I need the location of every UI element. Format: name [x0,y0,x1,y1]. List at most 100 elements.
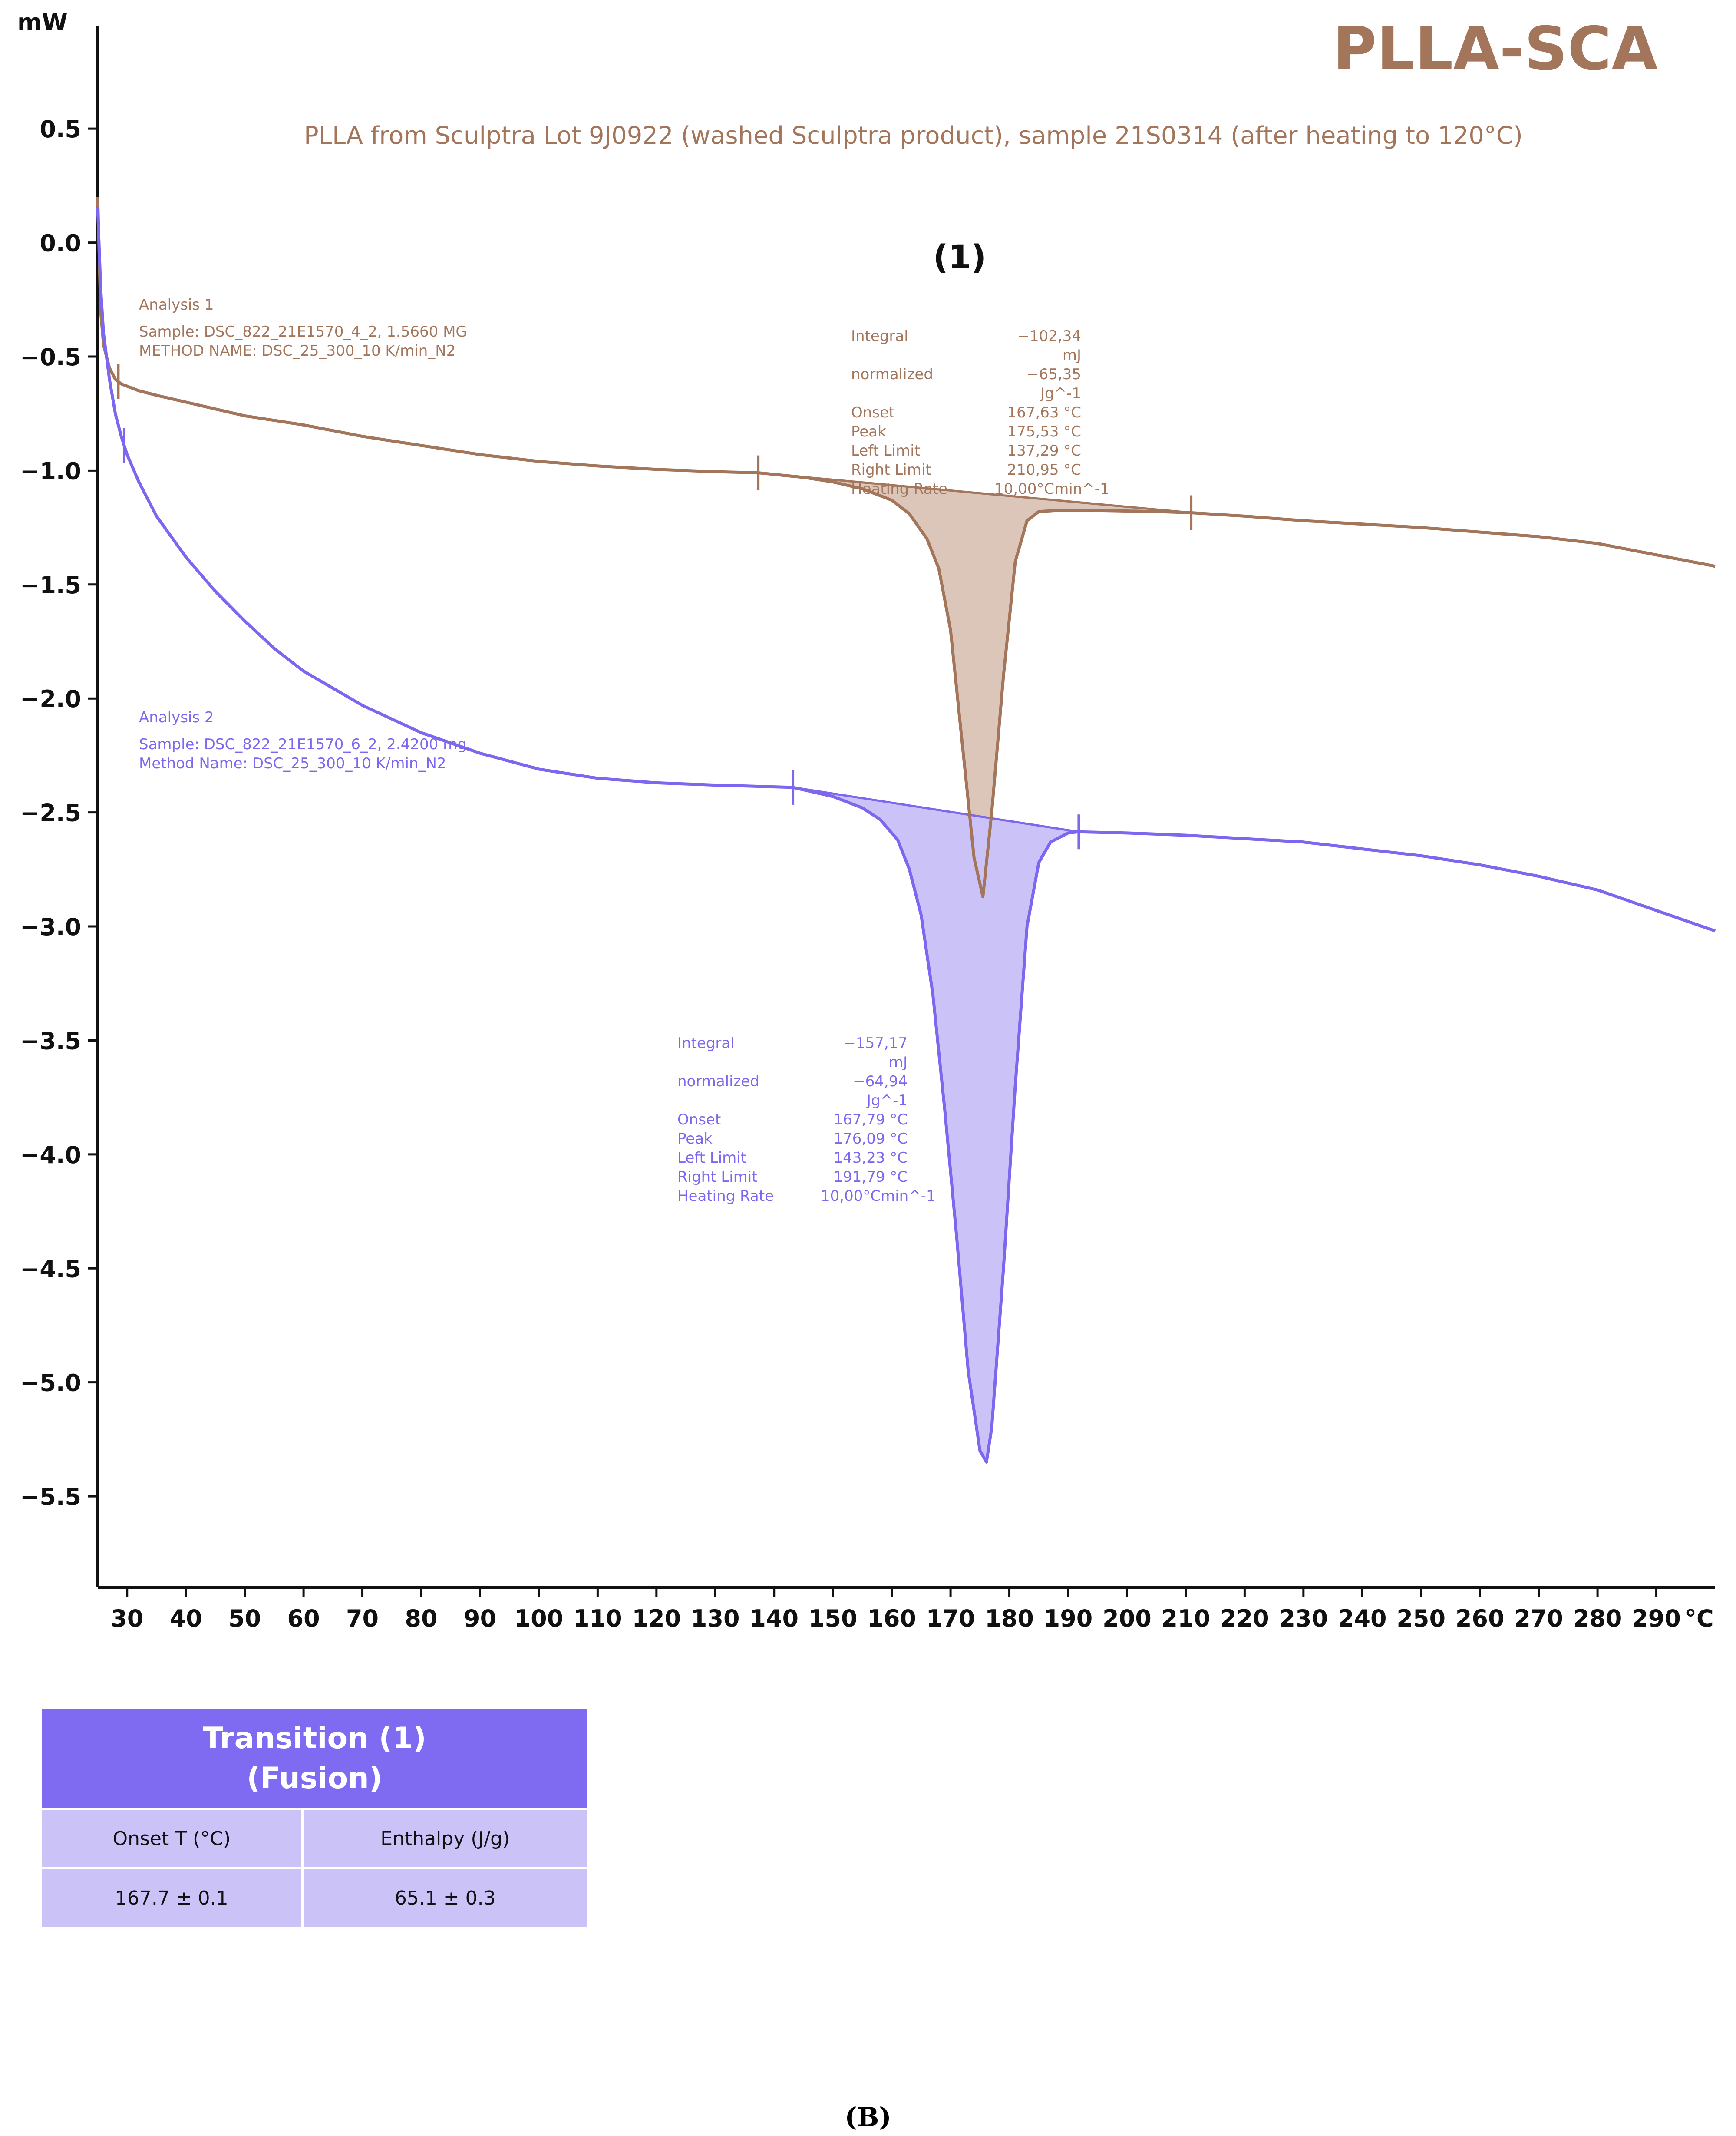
table-header: Transition (1) (Fusion) [40,1707,589,1810]
analysis1-result-key: Heating Rate [851,480,947,498]
integration-area-2 [793,787,1079,1462]
analysis2-result-row: Left Limit 143,23 °C [677,1148,908,1167]
x-tick-label: 230 [1279,1605,1328,1632]
integration-baseline-1 [758,472,1192,514]
col-enthalpy-header: Enthalpy (J/g) [301,1808,590,1869]
y-tick-label: −3.5 [20,1027,81,1055]
analysis1-sample: Sample: DSC_822_21E1570_4_2, 1.5660 MG [139,323,467,341]
y-tick-label: −5.5 [20,1483,81,1511]
x-tick-label: 250 [1396,1605,1446,1632]
y-tick-label: 0.5 [40,116,81,143]
limit-markers [117,364,1193,850]
analysis2-result-key: Onset [677,1111,721,1128]
analysis2-result-key: Right Limit [677,1168,758,1186]
y-tick-label: −1.0 [20,457,81,485]
y-tick-label: −0.5 [20,344,81,371]
y-tick-label: −1.5 [20,572,81,599]
analysis2-result-row: normalized −64,94 Jg^-1 [677,1072,908,1110]
analysis2-result-value: −64,94 Jg^-1 [853,1073,908,1109]
table-header-line2: (Fusion) [247,1761,383,1795]
analysis1-result-value: 167,63 °C [1007,404,1081,421]
integration-baseline-2 [793,786,1079,833]
x-tick-label: 130 [691,1605,740,1632]
y-tick-label: −2.5 [20,800,81,827]
y-axis-label: mW [17,9,68,36]
enthalpy-value: 65.1 ± 0.3 [301,1867,590,1929]
integration-area-1 [758,473,1191,897]
analysis2-result-row: Peak 176,09 °C [677,1129,908,1148]
analysis2-result-key: Peak [677,1130,713,1147]
chart-subtitle: PLLA from Sculptra Lot 9J0922 (washed Sc… [304,122,1523,150]
analysis2-result-row: Integral −157,17 mJ [677,1034,908,1072]
series-line-1 [96,197,1716,899]
analysis2-note: Analysis 2 Sample: DSC_822_21E1570_6_2, … [139,708,467,773]
x-tick-label: 220 [1220,1605,1269,1632]
x-tick-label: 60 [287,1605,320,1632]
x-tick-label: 70 [346,1605,379,1632]
analysis1-result-key: Left Limit [851,442,921,460]
x-tick-label: 160 [867,1605,916,1632]
x-tick-label: 100 [515,1605,564,1632]
integration-fills [758,472,1192,1462]
analysis2-result-key: Integral [677,1035,735,1052]
dsc-chart: 30 40 50 60 70 80 90 100 110 120 130 140 150 160 170 18… [17,9,1716,1632]
analysis1-result-key: Peak [851,423,886,440]
analysis1-result-row: Peak 175,53 °C [851,422,1081,441]
analysis2-sample: Sample: DSC_822_21E1570_6_2, 2.4200 mg [139,736,467,753]
analysis1-result-value: −102,34 mJ [1017,327,1081,364]
analysis2-result-value: 191,79 °C [833,1168,908,1186]
x-tick-label: 80 [405,1605,437,1632]
y-tick-label: −3.0 [20,913,81,941]
y-tick-label: −4.5 [20,1255,81,1283]
series-line-2 [96,208,1716,1464]
transition-label: (1) [933,238,986,276]
analysis2-result-key: normalized [677,1073,759,1090]
chart-title: PLLA-SCA [1333,14,1658,84]
analysis2-result-value: −157,17 mJ [843,1035,908,1071]
y-tick-label: 0.0 [40,230,81,257]
x-axis-label: °C [1685,1605,1714,1632]
x-tick-label: 210 [1162,1605,1211,1632]
analysis1-result-value: 175,53 °C [1007,423,1081,440]
analysis1-note: Analysis 1 Sample: DSC_822_21E1570_4_2, … [139,295,467,360]
analysis2-result-value: 167,79 °C [833,1111,908,1128]
analysis2-result-value: 143,23 °C [833,1149,908,1167]
analysis2-result-value: 10,00°Cmin^-1 [821,1187,936,1205]
x-tick-label: 200 [1102,1605,1152,1632]
x-tick-label: 40 [170,1605,202,1632]
x-tick-label: 50 [228,1605,261,1632]
x-tick-label: 30 [111,1605,143,1632]
x-tick-label: 270 [1514,1605,1563,1632]
analysis2-result-key: Heating Rate [677,1187,774,1205]
analysis2-result-row: Right Limit 191,79 °C [677,1167,908,1187]
x-tick-label: 240 [1338,1605,1387,1632]
x-tick-label: 190 [1044,1605,1093,1632]
analysis2-method: Method Name: DSC_25_300_10 K/min_N2 [139,755,446,772]
analysis2-result-row: Onset 167,79 °C [677,1110,908,1129]
x-tick-label: 110 [573,1605,622,1632]
analysis1-result-value: 137,29 °C [1007,442,1081,460]
analysis1-result-value: −65,35 Jg^-1 [1026,366,1081,402]
analysis1-result-key: Right Limit [851,461,931,479]
figure-caption: (B) [845,2102,891,2133]
x-tick-label: 90 [464,1605,496,1632]
analysis2-heading: Analysis 2 [139,709,214,726]
x-tick-label: 280 [1573,1605,1622,1632]
analysis1-result-row: Left Limit 137,29 °C [851,441,1081,460]
col-onset-header: Onset T (°C) [40,1808,304,1869]
analysis1-result-row: Right Limit 210,95 °C [851,460,1081,479]
transition-table: Transition (1) (Fusion) Onset T (°C) Ent… [40,1707,590,1929]
table-header-line1: Transition (1) [203,1721,426,1756]
analysis1-result-key: Onset [851,404,895,421]
analysis1-heading: Analysis 1 [139,296,214,314]
x-tick-label: 150 [809,1605,858,1632]
x-tick-label: 290 [1632,1605,1681,1632]
x-tick-label: 120 [632,1605,681,1632]
analysis1-result-row: Heating Rate 10,00°Cmin^-1 [851,479,1109,499]
onset-value: 167.7 ± 0.1 [40,1867,304,1929]
analysis1-result-key: normalized [851,366,933,383]
x-tick-label: 170 [926,1605,975,1632]
analysis2-result-value: 176,09 °C [833,1130,908,1147]
analysis1-result-value: 10,00°Cmin^-1 [994,480,1109,498]
y-tick-label: −5.0 [20,1369,81,1397]
